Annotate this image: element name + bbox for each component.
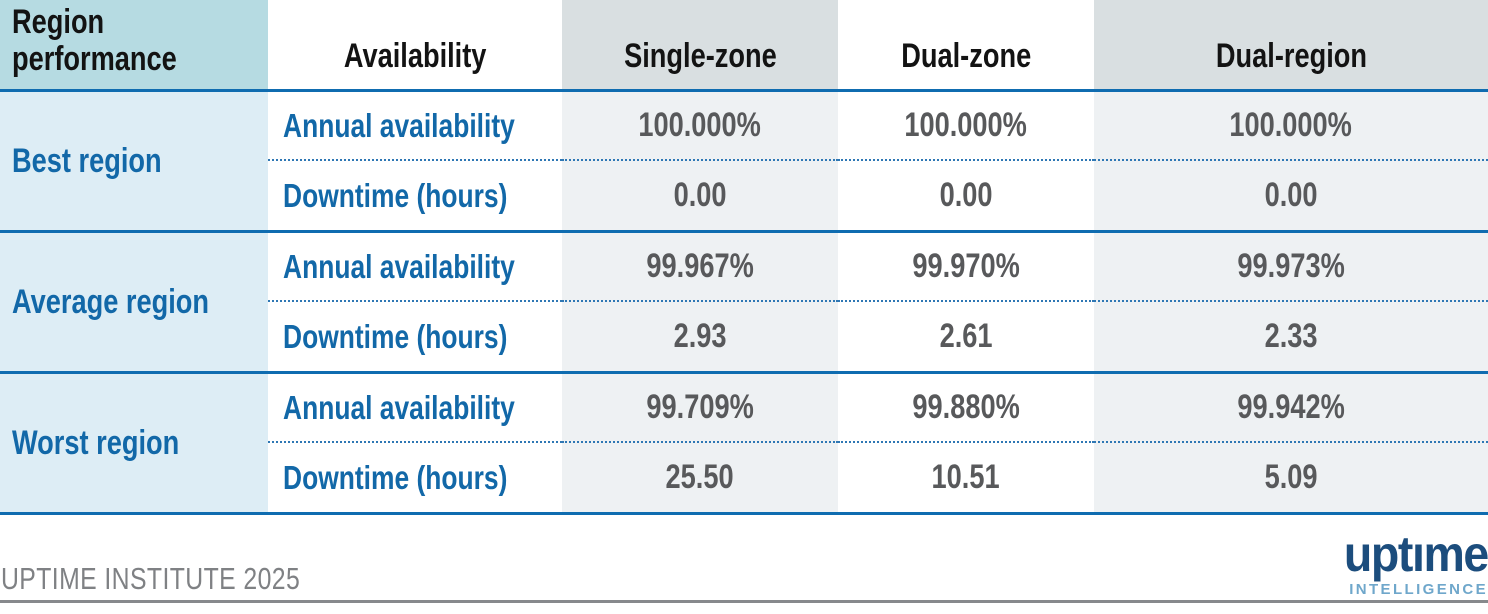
- header-label-availability: Availability: [343, 37, 487, 75]
- value-text: 10.51: [931, 458, 1001, 496]
- region-label: Worst region: [12, 423, 180, 462]
- metric-label-cell: Downtime (hours): [268, 302, 562, 371]
- metric-label: Annual availability: [283, 388, 515, 426]
- source-attribution-text: UPTIME INSTITUTE 2025: [1, 561, 301, 596]
- metric-label-cell: Downtime (hours): [268, 443, 562, 512]
- region-label: Average region: [12, 282, 210, 321]
- value-cell: 100.000%: [838, 92, 1094, 161]
- figure-footer: UPTIME INSTITUTE 2025 uptıme INTELLIGENC…: [0, 515, 1488, 614]
- header-cell-availability: Availability: [268, 0, 562, 89]
- header-label-single-zone: Single-zone: [623, 37, 777, 75]
- source-attribution: UPTIME INSTITUTE 2025: [1, 561, 375, 597]
- value-cell: 10.51: [838, 443, 1094, 512]
- header-label-dual-zone: Dual-zone: [901, 37, 1031, 75]
- value-text: 99.970%: [912, 247, 1020, 285]
- value-cell: 0.00: [838, 161, 1094, 230]
- metric-label: Downtime (hours): [283, 458, 508, 496]
- value-text: 99.880%: [912, 388, 1020, 426]
- metric-label-cell: Downtime (hours): [268, 161, 562, 230]
- region-group-worst: Worst region Annual availability 99.709%…: [0, 374, 1488, 515]
- value-cell: 2.93: [562, 302, 838, 371]
- value-cell: 0.00: [562, 161, 838, 230]
- footer-divider-line: [0, 600, 1488, 603]
- value-text: 99.709%: [646, 388, 754, 426]
- metric-label: Annual availability: [283, 247, 515, 285]
- value-cell: 99.709%: [562, 374, 838, 443]
- header-cell-dual-zone: Dual-zone: [838, 0, 1094, 89]
- value-text: 25.50: [665, 458, 735, 496]
- uptime-intelligence-logo: uptıme INTELLIGENCE: [1333, 529, 1488, 597]
- value-cell: 2.33: [1094, 302, 1488, 371]
- value-text: 5.09: [1264, 458, 1318, 496]
- header-cell-dual-region: Dual-region: [1094, 0, 1488, 89]
- value-cell: 25.50: [562, 443, 838, 512]
- header-label-region-performance: Region performance: [12, 3, 177, 78]
- value-text: 2.93: [673, 317, 727, 355]
- header-label-dual-region: Dual-region: [1215, 37, 1367, 75]
- metric-label: Downtime (hours): [283, 176, 508, 214]
- value-text: 99.942%: [1237, 388, 1345, 426]
- uptime-logo-wordmark: uptıme: [1343, 526, 1488, 582]
- value-text: 100.000%: [638, 106, 762, 144]
- intelligence-logo-subtitle: INTELLIGENCE: [1349, 581, 1488, 598]
- metric-label-cell: Annual availability: [268, 233, 562, 302]
- value-text: 2.61: [939, 317, 993, 355]
- value-cell: 100.000%: [562, 92, 838, 161]
- header-cell-region-performance: Region performance: [0, 0, 268, 89]
- table-header-row: Region performance Availability Single-z…: [0, 0, 1488, 92]
- value-text: 0.00: [1264, 176, 1318, 214]
- value-cell: 100.000%: [1094, 92, 1488, 161]
- value-cell: 5.09: [1094, 443, 1488, 512]
- metric-label-cell: Annual availability: [268, 374, 562, 443]
- value-cell: 0.00: [1094, 161, 1488, 230]
- header-cell-single-zone: Single-zone: [562, 0, 838, 89]
- metric-label: Downtime (hours): [283, 317, 508, 355]
- value-text: 100.000%: [904, 106, 1028, 144]
- value-cell: 99.967%: [562, 233, 838, 302]
- metric-label-cell: Annual availability: [268, 92, 562, 161]
- value-cell: 99.973%: [1094, 233, 1488, 302]
- region-label-cell: Worst region: [0, 374, 268, 512]
- value-text: 2.33: [1264, 317, 1318, 355]
- value-cell: 99.880%: [838, 374, 1094, 443]
- region-group-best: Best region Annual availability 100.000%…: [0, 92, 1488, 233]
- region-label: Best region: [12, 141, 162, 180]
- value-text: 99.973%: [1237, 247, 1345, 285]
- value-cell: 99.942%: [1094, 374, 1488, 443]
- value-text: 99.967%: [646, 247, 754, 285]
- region-label-cell: Best region: [0, 92, 268, 230]
- value-text: 100.000%: [1229, 106, 1353, 144]
- region-group-average: Average region Annual availability 99.96…: [0, 233, 1488, 374]
- value-text: 0.00: [939, 176, 993, 214]
- value-text: 0.00: [673, 176, 727, 214]
- value-cell: 2.61: [838, 302, 1094, 371]
- value-cell: 99.970%: [838, 233, 1094, 302]
- region-label-cell: Average region: [0, 233, 268, 371]
- metric-label: Annual availability: [283, 106, 515, 144]
